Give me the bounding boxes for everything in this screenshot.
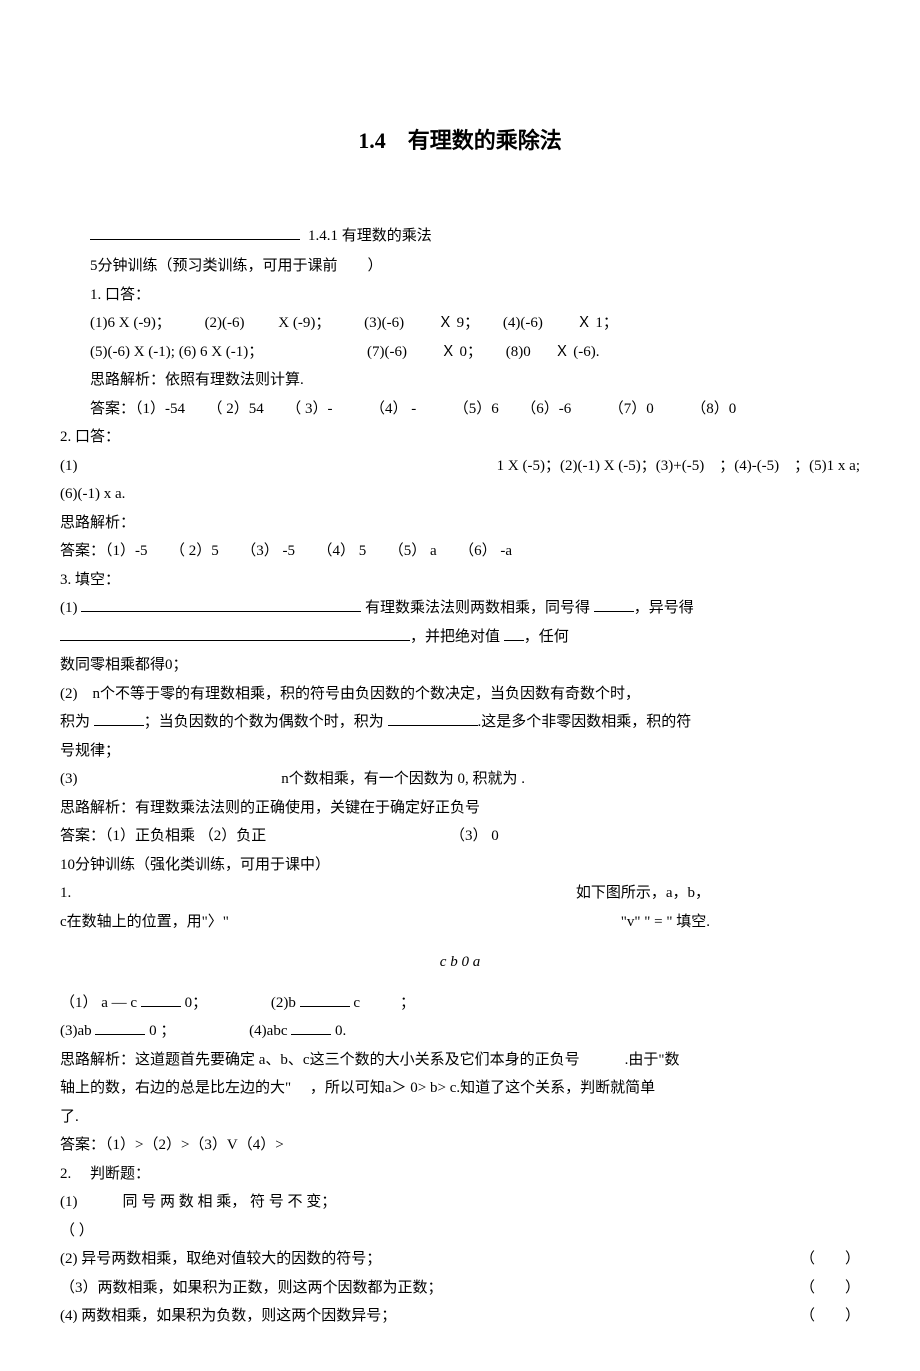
mid-q1-hint3: 了. xyxy=(60,1103,860,1132)
q1-row1: (1)6 X (-9)； (2)(-6) X (-9)； (3)(-6) Ｘ 9… xyxy=(90,309,860,338)
paren-mark: （ ） xyxy=(800,1274,860,1303)
q3-p2-line1: (2) n个不等于零的有理数相乘，积的符号由负因数的个数决定，当负因数有奇数个时… xyxy=(60,680,860,709)
paren-mark: （ ） xyxy=(800,1245,860,1274)
mid-header: 10分钟训练（强化类训练，可用于课中） xyxy=(60,851,860,880)
q3-p1-line2: ，并把绝对值 ，任何 xyxy=(60,623,860,652)
pre-header: 5分钟训练（预习类训练，可用于课前 ） xyxy=(90,252,860,281)
mid-q1-sub1: （1） a — c 0； (2)b c； xyxy=(60,989,860,1018)
q1-label: 1. 口答： xyxy=(90,281,860,310)
q3-label: 3. 填空： xyxy=(60,566,860,595)
q3-p2-line3: 号规律； xyxy=(60,737,860,766)
mid-q2-p1: (1) 同 号 两 数 相 乘， 符 号 不 变； xyxy=(60,1188,860,1217)
q2-label: 2. 口答： xyxy=(60,423,860,452)
q3-p3: (3) n个数相乘，有一个因数为 0, 积就为 . xyxy=(60,765,860,794)
q1-hint: 思路解析：依照有理数法则计算. xyxy=(90,366,860,395)
paren-mark: （ ） xyxy=(800,1302,860,1331)
underline-lead xyxy=(90,225,300,240)
mid-q2-p2: (2) 异号两数相乘，取绝对值较大的因数的符号； （ ） xyxy=(60,1245,860,1274)
mid-q1-hint2: 轴上的数，右边的总是比左边的大" ，所以可知a＞ 0> b> c.知道了这个关系… xyxy=(60,1074,860,1103)
q1-ans: 答案：（1）-54 （ 2）54 （ 3）- （4） - （5）6 （6）-6 … xyxy=(90,395,860,424)
page-title: 1.4 有理数的乘除法 xyxy=(60,120,860,162)
mid-q1-ans: 答案：（1）>（2）>（3）V（4）> xyxy=(60,1131,860,1160)
subtitle-row: 1.4.1 有理数的乘法 xyxy=(90,222,860,251)
subtitle: 1.4.1 有理数的乘法 xyxy=(308,222,432,251)
q3-p2-line2: 积为 ；当负因数的个数为偶数个时，积为 .这是多个非零因数相乘，积的符 xyxy=(60,708,860,737)
mid-q2-p1b: （ ） xyxy=(60,1217,860,1246)
q2-ans: 答案：（1）-5 （ 2）5 （3） -5 （4） 5 （5） a （6） -a xyxy=(60,537,860,566)
q3-p1-line3: 数同零相乘都得0； xyxy=(60,651,860,680)
mid-q1-row1: 1. 如下图所示，a，b， xyxy=(60,879,860,908)
mid-q2-p3: （3）两数相乘，如果积为正数，则这两个因数都为正数； （ ） xyxy=(60,1274,860,1303)
q3-p1-line1: (1) 有理数乘法法则两数相乘，同号得 ，异号得 xyxy=(60,594,860,623)
mid-q1-hint1: 思路解析：这道题首先要确定 a、b、c这三个数的大小关系及它们本身的正负号 .由… xyxy=(60,1046,860,1075)
q2-row2: (6)(-1) x a. xyxy=(60,480,860,509)
q2-row1: (1) 1 X (-5)；(2)(-1) X (-5)；(3)+(-5) ；(4… xyxy=(60,452,860,481)
number-line: c b 0 a xyxy=(60,948,860,977)
q3-ans: 答案：（1）正负相乘 （2）负正 （3） 0 xyxy=(60,822,860,851)
q1-row2: (5)(-6) X (-1); (6) 6 X (-1)； (7)(-6) Ｘ … xyxy=(90,338,860,367)
mid-q2-label: 2. 判断题： xyxy=(60,1160,860,1189)
mid-q1-sub2: (3)ab 0 ； (4)abc 0. xyxy=(60,1017,860,1046)
mid-q2-p4: (4) 两数相乘，如果积为负数，则这两个因数异号； （ ） xyxy=(60,1302,860,1331)
q2-hint: 思路解析： xyxy=(60,509,860,538)
q3-hint: 思路解析：有理数乘法法则的正确使用，关键在于确定好正负号 xyxy=(60,794,860,823)
mid-q1-row2: c在数轴上的位置，用"〉" "v" " = " 填空. xyxy=(60,908,860,937)
